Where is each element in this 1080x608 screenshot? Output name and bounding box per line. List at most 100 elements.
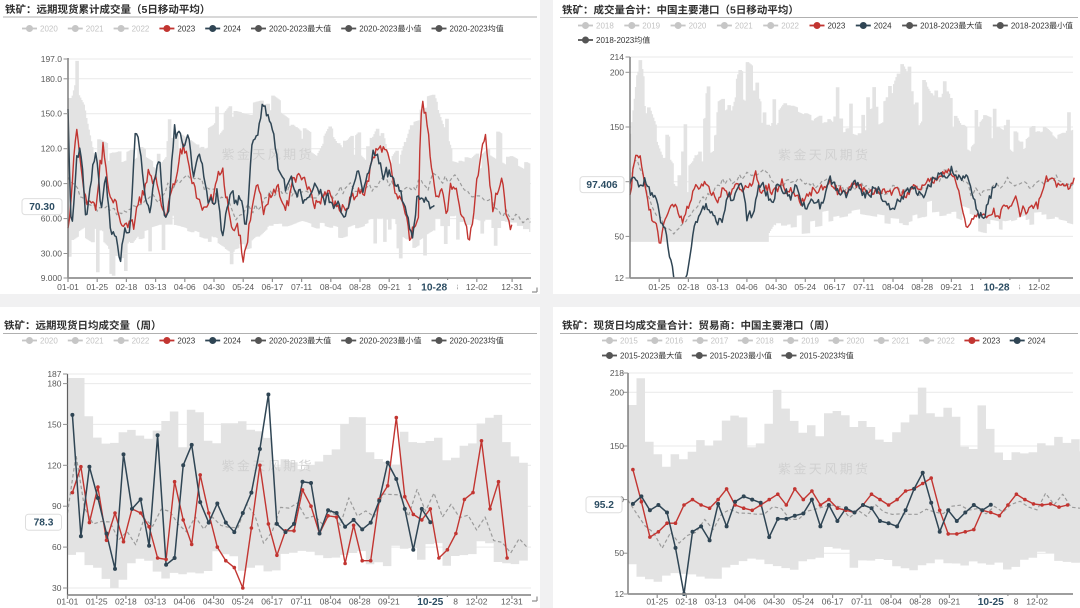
svg-text:04-30: 04-30 — [203, 596, 225, 606]
svg-text:2020-2023: 2020-2023 — [269, 24, 308, 33]
svg-text:2020: 2020 — [846, 336, 864, 345]
svg-text:02-18: 02-18 — [676, 596, 698, 606]
svg-text:03-13: 03-13 — [144, 596, 166, 606]
svg-text:200: 200 — [610, 387, 624, 397]
svg-text:2023: 2023 — [982, 336, 1000, 345]
svg-text:150: 150 — [610, 441, 624, 451]
svg-text:2022: 2022 — [132, 336, 150, 345]
svg-text:2021: 2021 — [892, 336, 910, 345]
svg-text:04-30: 04-30 — [763, 596, 785, 606]
svg-text:09-21: 09-21 — [941, 282, 963, 292]
svg-text:01-01: 01-01 — [57, 282, 79, 292]
svg-text:01-25: 01-25 — [646, 596, 668, 606]
svg-text:02-18: 02-18 — [115, 596, 137, 606]
svg-text:150: 150 — [610, 122, 624, 132]
svg-text:2018: 2018 — [596, 21, 614, 30]
svg-text:2018-2023: 2018-2023 — [920, 21, 959, 30]
svg-text:08-04: 08-04 — [882, 282, 904, 292]
svg-text:50: 50 — [615, 231, 625, 241]
svg-text:2021: 2021 — [86, 336, 104, 345]
svg-text:150.0: 150.0 — [41, 109, 63, 119]
svg-text:12-02: 12-02 — [466, 596, 488, 606]
svg-text:30: 30 — [52, 583, 62, 593]
svg-text:08-28: 08-28 — [349, 282, 371, 292]
svg-text:01-25: 01-25 — [86, 596, 108, 606]
svg-text:09-21: 09-21 — [378, 596, 400, 606]
svg-text:07-11: 07-11 — [851, 596, 872, 606]
svg-text:03-13: 03-13 — [145, 282, 167, 292]
svg-text:200: 200 — [610, 67, 624, 77]
svg-text:12-31: 12-31 — [501, 596, 523, 606]
svg-text:50: 50 — [615, 548, 625, 558]
svg-text:10-28: 10-28 — [421, 282, 447, 293]
svg-text:06-17: 06-17 — [824, 282, 846, 292]
svg-text:2020: 2020 — [40, 24, 58, 33]
svg-text:60: 60 — [52, 542, 62, 552]
svg-text:150: 150 — [47, 419, 61, 429]
svg-text:07-11: 07-11 — [291, 282, 312, 292]
svg-text:12: 12 — [615, 589, 625, 599]
svg-text:01-01: 01-01 — [57, 596, 79, 606]
svg-text:07-11: 07-11 — [853, 282, 874, 292]
svg-text:9.000: 9.000 — [41, 273, 63, 283]
svg-text:02-18: 02-18 — [116, 282, 138, 292]
svg-text:04-30: 04-30 — [765, 282, 787, 292]
svg-text:2023: 2023 — [177, 336, 195, 345]
svg-text:2019: 2019 — [642, 21, 660, 30]
svg-text:90.00: 90.00 — [41, 179, 63, 189]
svg-text:120.0: 120.0 — [41, 144, 63, 154]
svg-text:2024: 2024 — [1028, 336, 1046, 345]
svg-text:08-04: 08-04 — [320, 596, 342, 606]
svg-text:2015-2023: 2015-2023 — [800, 351, 839, 360]
svg-text:2018: 2018 — [756, 336, 774, 345]
svg-text:5: 5 — [730, 5, 736, 17]
svg-text:01-25: 01-25 — [648, 282, 670, 292]
svg-text:2019: 2019 — [801, 336, 819, 345]
svg-text:197.0: 197.0 — [41, 54, 63, 64]
svg-text:06-17: 06-17 — [822, 596, 844, 606]
svg-text:12-31: 12-31 — [501, 282, 523, 292]
svg-text:12-02: 12-02 — [1028, 282, 1050, 292]
svg-text:04-06: 04-06 — [734, 596, 756, 606]
svg-text:2021: 2021 — [735, 21, 753, 30]
svg-text:2024: 2024 — [223, 24, 241, 33]
svg-text:2020-2023: 2020-2023 — [450, 336, 489, 345]
svg-text:10-25: 10-25 — [978, 597, 1004, 608]
svg-text:2022: 2022 — [781, 21, 799, 30]
svg-text:95.2: 95.2 — [594, 500, 614, 511]
svg-text:06-17: 06-17 — [262, 282, 284, 292]
svg-text:60.00: 60.00 — [41, 214, 63, 224]
svg-text:30.00: 30.00 — [41, 249, 63, 259]
svg-text:07-11: 07-11 — [291, 596, 312, 606]
svg-text:06-17: 06-17 — [261, 596, 283, 606]
svg-text:2015: 2015 — [620, 336, 638, 345]
svg-text:180.0: 180.0 — [41, 74, 63, 84]
svg-text:08-28: 08-28 — [909, 596, 931, 606]
svg-text:02-18: 02-18 — [678, 282, 700, 292]
svg-text:2016: 2016 — [665, 336, 683, 345]
svg-text:05-24: 05-24 — [232, 596, 254, 606]
svg-text:214: 214 — [610, 52, 624, 62]
svg-text:120: 120 — [47, 460, 61, 470]
svg-text:01-25: 01-25 — [86, 282, 108, 292]
svg-text:2020: 2020 — [689, 21, 707, 30]
svg-text:12-02: 12-02 — [1026, 596, 1048, 606]
svg-text:2017: 2017 — [711, 336, 729, 345]
svg-text:09-21: 09-21 — [378, 282, 400, 292]
svg-text:70.30: 70.30 — [29, 202, 55, 213]
svg-text:2015-2023: 2015-2023 — [620, 351, 659, 360]
svg-text:180: 180 — [47, 379, 61, 389]
svg-text:2024: 2024 — [874, 21, 892, 30]
svg-text:08-04: 08-04 — [880, 596, 902, 606]
svg-text:03-13: 03-13 — [705, 596, 727, 606]
svg-text:5: 5 — [142, 4, 148, 16]
svg-text:2022: 2022 — [937, 336, 955, 345]
svg-text:2020: 2020 — [40, 336, 58, 345]
svg-text:08-04: 08-04 — [320, 282, 342, 292]
svg-text:2020-2023: 2020-2023 — [450, 24, 489, 33]
svg-text:187: 187 — [47, 369, 61, 379]
svg-text:12-02: 12-02 — [466, 282, 488, 292]
svg-text:2020-2023: 2020-2023 — [359, 24, 398, 33]
svg-text:12: 12 — [615, 273, 625, 283]
svg-text:04-06: 04-06 — [174, 596, 196, 606]
